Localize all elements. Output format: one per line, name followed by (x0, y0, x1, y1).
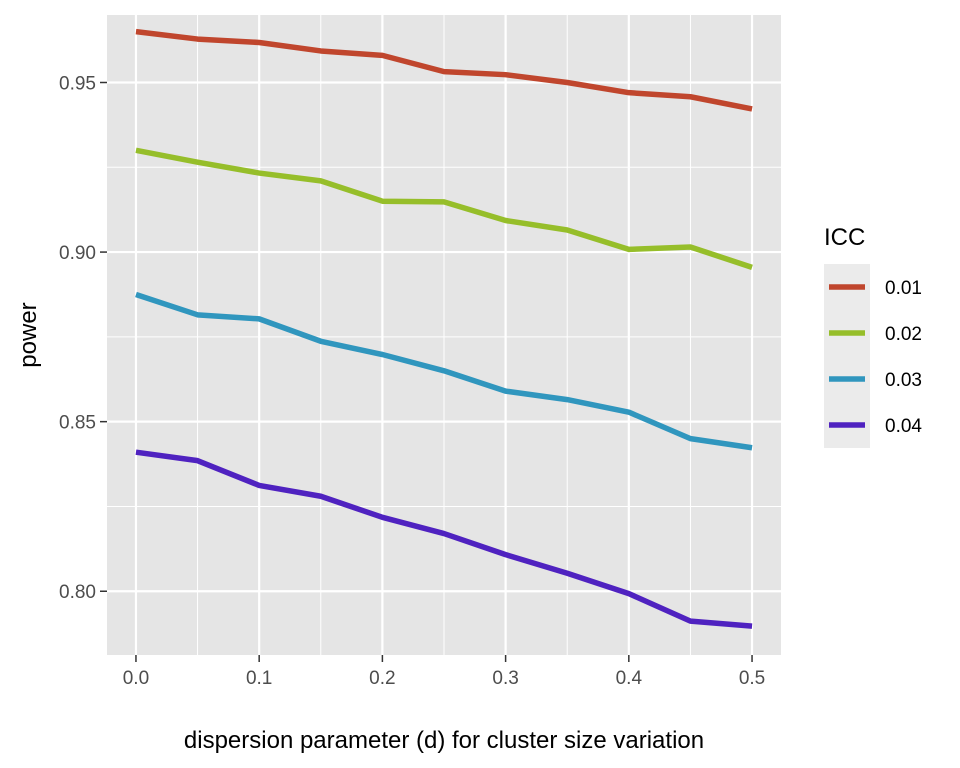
axis-ticks (100, 81, 753, 662)
x-tick-label: 0.5 (739, 668, 765, 689)
series-line-icc-0-03 (135, 291, 753, 451)
x-tick-label: 0.1 (246, 668, 272, 689)
series-line-icc-0-02 (135, 147, 753, 270)
legend-label: 0.03 (885, 370, 922, 391)
series-lines (135, 28, 753, 629)
legend-title: ICC (824, 224, 865, 251)
legend-label: 0.01 (885, 278, 922, 299)
x-tick-label: 0.0 (123, 668, 149, 689)
x-tick-label: 0.2 (369, 668, 395, 689)
x-tick-label: 0.3 (492, 668, 518, 689)
series-line-icc-0-04 (135, 449, 753, 629)
y-tick-label: 0.90 (59, 243, 96, 264)
x-axis-title: dispersion parameter (d) for cluster siz… (184, 727, 704, 754)
y-tick-label: 0.95 (59, 73, 96, 94)
x-tick-label: 0.4 (616, 668, 643, 689)
y-axis-title: power (15, 302, 42, 367)
tick-labels: 0.0 0.1 0.2 0.3 0.4 0.5 0.80 0.85 0.90 0.95 (59, 73, 765, 689)
y-tick-label: 0.80 (59, 582, 96, 603)
series-line-icc-0-01 (135, 28, 753, 112)
y-tick-label: 0.85 (59, 413, 96, 434)
legend-label: 0.02 (885, 324, 922, 345)
legend-label: 0.04 (885, 416, 922, 437)
legend: ICC 0.01 0.02 0.03 0.04 (824, 224, 922, 448)
